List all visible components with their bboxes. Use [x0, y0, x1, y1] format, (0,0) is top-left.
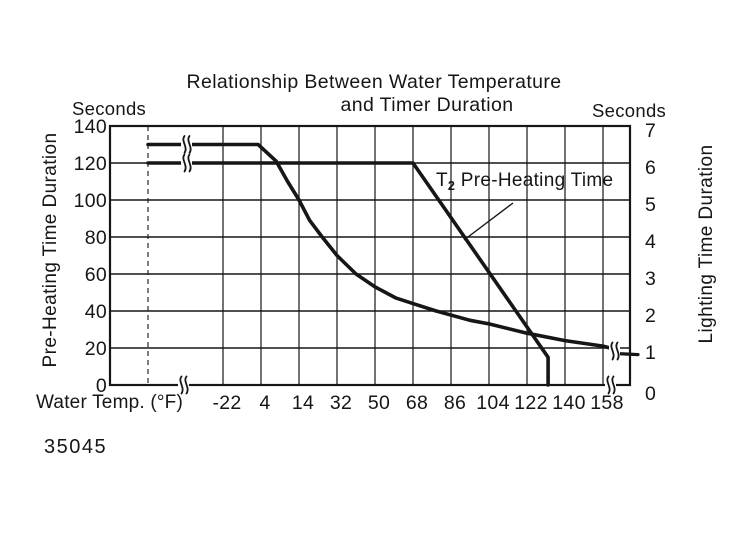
series-t2-preheating-line: [146, 161, 550, 387]
x-tick-label: 86: [444, 392, 466, 414]
annotation-leader-line: [463, 202, 514, 241]
y-left-tick-label: 100: [74, 190, 107, 212]
x-tick-label: 140: [552, 392, 585, 414]
chart-title-line2: and Timer Duration: [340, 94, 514, 116]
x-tick-label: 32: [330, 392, 352, 414]
left-axis-unit-label: Seconds: [72, 98, 147, 119]
document-number: 35045: [44, 436, 108, 458]
axis-break-mark: [609, 341, 620, 361]
annotation-subscript: 2: [447, 179, 456, 193]
chart-title-line1: Relationship Between Water Temperature: [186, 71, 562, 93]
x-tick-label: 158: [590, 392, 623, 414]
y-left-tick-label: 20: [85, 338, 107, 360]
annotation-text: Pre-Heating Time: [455, 170, 614, 191]
t2-series-annotation: T2 Pre-Heating Time: [436, 170, 614, 193]
x-tick-label: 14: [292, 392, 314, 414]
y-left-tick-label: 40: [85, 301, 107, 323]
x-tick-label: 122: [514, 392, 547, 414]
series-lighting-time-tail: [616, 352, 640, 357]
x-axis-title: Water Temp. (°F): [36, 392, 183, 413]
x-tick-label: -22: [212, 392, 241, 414]
y-left-tick-label: 120: [74, 153, 107, 175]
y-right-tick-label: 3: [645, 268, 656, 290]
right-axis-unit-label: Seconds: [592, 100, 667, 121]
y-right-tick-label: 4: [645, 231, 656, 253]
y-right-tick-label: 6: [645, 157, 656, 179]
axis-break-mark: [181, 153, 192, 173]
annotation-t: T: [436, 170, 448, 191]
plot-border: [108, 124, 632, 387]
axis-break-mark: [181, 135, 192, 154]
x-tick-label: 104: [476, 392, 509, 414]
y-left-tick-label: 80: [85, 227, 107, 249]
x-tick-label: 4: [259, 392, 270, 414]
series-lighting-time-line: [146, 142, 612, 350]
y-left-tick-label: 140: [74, 116, 107, 138]
y-right-tick-label: 1: [645, 342, 656, 364]
y-right-tick-label: 2: [645, 305, 656, 327]
y-right-tick-label: 5: [645, 194, 656, 216]
y-left-tick-label: 60: [85, 264, 107, 286]
axis-break-mark: [178, 375, 189, 395]
y-right-tick-label: 7: [645, 120, 656, 142]
y-left-tick-label: 0: [96, 375, 107, 397]
x-tick-label: 68: [406, 392, 428, 414]
axis-break-mark: [605, 375, 616, 395]
y-right-tick-label: 0: [645, 383, 656, 405]
x-tick-label: 50: [368, 392, 390, 414]
